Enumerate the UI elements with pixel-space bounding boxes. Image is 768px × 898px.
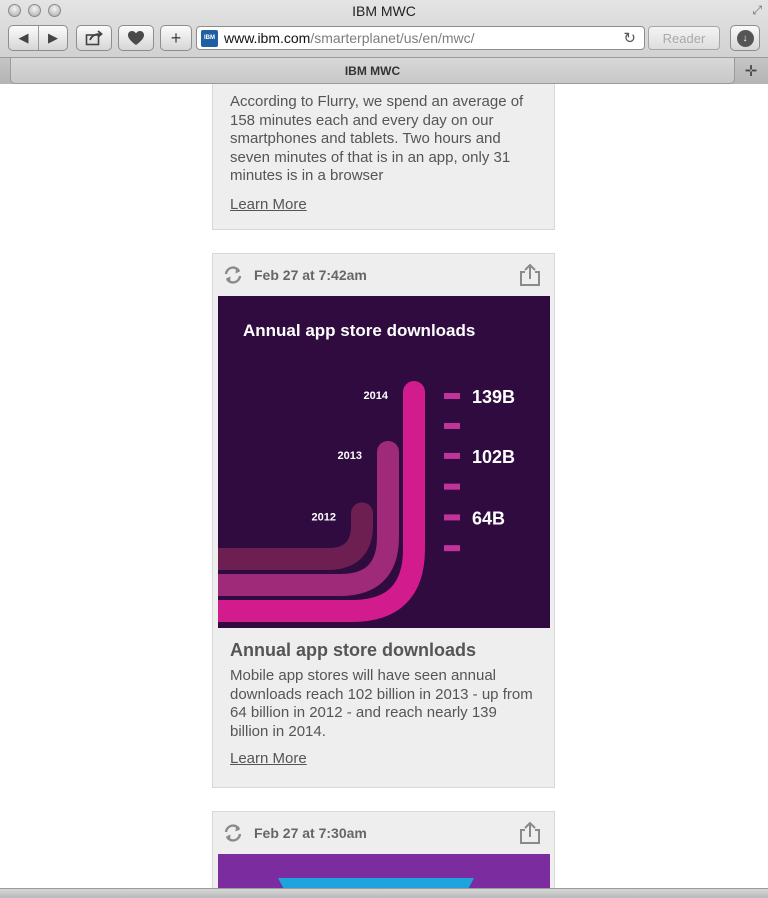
downloads-button[interactable]: ↓ bbox=[730, 25, 760, 51]
post-date: Feb 27 at 7:30am bbox=[254, 825, 367, 841]
card-preview-image[interactable] bbox=[218, 854, 550, 888]
add-bookmark-button[interactable]: + bbox=[160, 25, 192, 51]
feed-card: Feb 27 at 7:42am Annual app store downlo… bbox=[197, 253, 555, 788]
card-body-text: According to Flurry, we spend an average… bbox=[230, 93, 524, 184]
value-tick bbox=[444, 452, 460, 459]
learn-more-link[interactable]: Learn More bbox=[230, 195, 307, 213]
year-label: 2012 bbox=[312, 511, 336, 523]
preview-shape bbox=[278, 878, 474, 888]
feed-card: According to Flurry, we spend an average… bbox=[212, 84, 555, 230]
bar-2013 bbox=[197, 440, 399, 596]
year-label: 2014 bbox=[364, 390, 389, 402]
bar-2014 bbox=[197, 381, 425, 622]
close-window-button[interactable] bbox=[8, 4, 21, 17]
reload-icon[interactable]: ↻ bbox=[623, 30, 636, 47]
heart-icon bbox=[128, 31, 144, 45]
address-bar[interactable]: IBM www.ibm.com/smarterplanet/us/en/mwc/… bbox=[196, 26, 645, 50]
year-label: 2013 bbox=[338, 450, 362, 462]
status-bar bbox=[0, 888, 768, 898]
forward-arrow-icon: ▶ bbox=[47, 30, 58, 45]
share-icon[interactable] bbox=[519, 821, 541, 845]
browser-chrome: IBM MWC ⤢ ◀ ▶ + IBM www bbox=[0, 0, 768, 84]
reader-button[interactable]: Reader bbox=[648, 26, 720, 50]
plus-icon: + bbox=[170, 27, 182, 48]
scale-tick bbox=[444, 422, 460, 429]
site-favicon: IBM bbox=[201, 29, 218, 47]
value-label: 64B bbox=[472, 508, 505, 528]
back-arrow-icon: ◀ bbox=[18, 30, 29, 45]
forward-button[interactable]: ▶ bbox=[37, 26, 67, 50]
value-tick bbox=[444, 514, 460, 521]
tab-ibm-mwc[interactable]: IBM MWC bbox=[10, 58, 735, 84]
infographic-svg: Annual app store downloads 2014 139B 2013 1… bbox=[197, 321, 515, 622]
card-body-text: Mobile app stores will have seen annual … bbox=[230, 667, 533, 740]
bar-2012 bbox=[197, 502, 373, 570]
web-page[interactable]: According to Flurry, we spend an average… bbox=[0, 84, 768, 888]
infographic-image[interactable]: Annual app store downloads 2014 139B 2013 1… bbox=[197, 296, 550, 628]
share-button[interactable] bbox=[76, 25, 112, 51]
feed-card: Feb 27 at 7:30am bbox=[212, 811, 555, 888]
share-icon[interactable] bbox=[519, 263, 541, 287]
tab-bar: IBM MWC ✛ bbox=[0, 57, 768, 84]
download-icon: ↓ bbox=[736, 29, 754, 47]
plus-icon: ✛ bbox=[744, 63, 758, 80]
new-tab-button[interactable]: ✛ bbox=[740, 61, 762, 81]
scale-tick bbox=[444, 545, 460, 552]
back-button[interactable]: ◀ bbox=[9, 26, 38, 50]
favorites-button[interactable] bbox=[118, 25, 154, 51]
value-tick bbox=[444, 393, 460, 399]
fullscreen-icon[interactable]: ⤢ bbox=[752, 3, 762, 17]
infographic-title: Annual app store downloads bbox=[243, 321, 475, 340]
toolbar: ◀ ▶ + IBM www.ibm.com/smarterplanet/us/e… bbox=[0, 25, 768, 53]
value-label: 102B bbox=[472, 447, 515, 467]
sync-icon bbox=[224, 824, 242, 842]
scale-tick bbox=[444, 483, 460, 490]
url-path: /smarterplanet/us/en/mwc/ bbox=[310, 30, 475, 46]
minimize-window-button[interactable] bbox=[28, 4, 41, 17]
url-text[interactable]: www.ibm.com/smarterplanet/us/en/mwc/ bbox=[224, 30, 475, 46]
url-host: www.ibm.com bbox=[224, 30, 311, 46]
card-header: Feb 27 at 7:30am bbox=[213, 812, 554, 854]
card-title: Annual app store downloads bbox=[230, 640, 477, 660]
zoom-window-button[interactable] bbox=[48, 4, 61, 17]
learn-more-link[interactable]: Learn More bbox=[230, 750, 307, 767]
share-icon bbox=[85, 30, 103, 46]
navigation-buttons: ◀ ▶ bbox=[8, 25, 68, 51]
window-controls bbox=[8, 4, 61, 17]
card-header: Feb 27 at 7:42am bbox=[213, 254, 554, 296]
sync-icon bbox=[224, 266, 242, 284]
window-title: IBM MWC bbox=[352, 3, 416, 19]
value-label: 139B bbox=[472, 387, 515, 407]
post-date: Feb 27 at 7:42am bbox=[254, 267, 367, 283]
